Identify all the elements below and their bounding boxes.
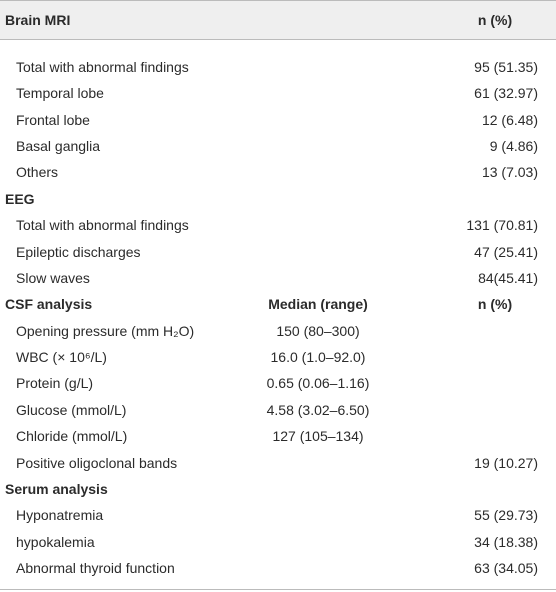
row-label: Opening pressure (mm H₂O) [16, 322, 195, 339]
n-percent: 9 (4.86) [489, 138, 538, 155]
row-label: Hyponatremia [16, 507, 104, 524]
row-label: Temporal lobe [16, 85, 104, 102]
row-label: Total with abnormal findings [16, 217, 189, 234]
row-label: Epileptic discharges [16, 243, 141, 260]
n-percent: 84(45.41) [478, 269, 538, 286]
n-percent: 13 (7.03) [481, 164, 538, 181]
n-percent: 55 (29.73) [474, 507, 538, 524]
header-row [0, 0, 556, 40]
median-range: 4.58 (3.02–6.50) [266, 401, 370, 418]
n-percent: 95 (51.35) [474, 59, 538, 75]
row-label: Others [16, 164, 59, 181]
row-label: WBC (× 10⁶/L) [16, 349, 107, 366]
row-label: Total with abnormal findings [16, 59, 189, 75]
section-title: CSF analysis [5, 296, 93, 313]
row-label: Chloride (mmol/L) [16, 428, 128, 445]
row-label: Slow waves [16, 269, 90, 286]
median-range: 127 (105–134) [272, 428, 364, 445]
n-percent: 12 (6.48) [481, 111, 538, 128]
header-title: Brain MRI [5, 12, 71, 28]
row-label: Frontal lobe [16, 111, 90, 128]
row-label: Glucose (mmol/L) [16, 401, 127, 418]
row-label: Basal ganglia [16, 138, 101, 155]
n-percent: 63 (34.05) [474, 560, 538, 577]
median-range: 0.65 (0.06–1.16) [266, 375, 370, 392]
row-label: hypokalemia [16, 533, 95, 550]
n-percent: 34 (18.38) [474, 533, 538, 550]
n-percent: 131 (70.81) [466, 217, 538, 234]
row-label: Positive oligoclonal bands [16, 454, 178, 471]
section-title: Serum analysis [5, 480, 108, 497]
column-header: Median (range) [268, 296, 368, 313]
header-n: n (%) [477, 12, 513, 28]
row-label: Protein (g/L) [16, 375, 94, 392]
bottom-rule [0, 589, 556, 590]
median-range: 150 (80–300) [276, 322, 360, 339]
row-label: Abnormal thyroid function [16, 560, 175, 577]
median-range: 16.0 (1.0–92.0) [270, 349, 366, 366]
column-header: n (%) [477, 296, 513, 313]
n-percent: 47 (25.41) [474, 243, 538, 260]
section-title: EEG [5, 190, 35, 207]
n-percent: 19 (10.27) [474, 454, 538, 471]
n-percent: 61 (32.97) [474, 85, 538, 102]
